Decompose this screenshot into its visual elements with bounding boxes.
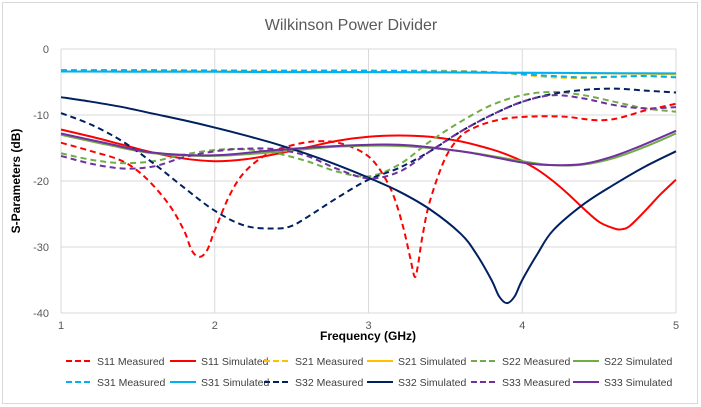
legend-label-s22-simulated: S22 Simulated bbox=[604, 356, 672, 368]
series-line-s32-measured bbox=[60, 87, 677, 230]
series-line-s31-simulated bbox=[60, 70, 677, 75]
y-axis-label: S-Parameters (dB) bbox=[9, 129, 23, 234]
series-line-s11-measured bbox=[60, 102, 677, 279]
legend-label-s32-simulated: S32 Simulated bbox=[398, 377, 466, 389]
y-tick-label: -40 bbox=[33, 308, 49, 320]
y-tick-labels: 0 -10 -20 -30 -40 bbox=[33, 44, 49, 320]
x-tick-label: 3 bbox=[365, 320, 371, 332]
legend-label-s33-measured: S33 Measured bbox=[502, 377, 570, 389]
series-line-s11-simulated bbox=[60, 128, 677, 231]
legend: S11 Measured S11 Simulated S21 Measured S21… bbox=[66, 356, 672, 389]
series-line-s33-simulated bbox=[60, 129, 677, 167]
series-line-s32-simulated bbox=[60, 96, 677, 305]
legend-label-s22-measured: S22 Measured bbox=[502, 356, 570, 368]
chart-title: Wilkinson Power Divider bbox=[265, 17, 438, 34]
y-tick-label: -10 bbox=[33, 110, 49, 122]
series-line-s33-measured bbox=[60, 94, 677, 180]
legend-label-s32-measured: S32 Measured bbox=[295, 377, 363, 389]
legend-label-s31-simulated: S31 Simulated bbox=[201, 377, 269, 389]
legend-label-s21-simulated: S21 Simulated bbox=[398, 356, 466, 368]
x-tick-label: 1 bbox=[58, 320, 64, 332]
x-tick-label: 4 bbox=[519, 320, 525, 332]
y-tick-label: -30 bbox=[33, 242, 49, 254]
legend-label-s21-measured: S21 Measured bbox=[295, 356, 363, 368]
series-line-s22-measured bbox=[60, 90, 677, 178]
grid bbox=[60, 48, 677, 314]
series-group bbox=[60, 69, 677, 305]
x-tick-labels: 1 2 3 4 5 bbox=[58, 320, 679, 332]
x-tick-label: 5 bbox=[673, 320, 679, 332]
y-tick-label: -20 bbox=[33, 176, 49, 188]
x-tick-label: 2 bbox=[212, 320, 218, 332]
legend-label-s33-simulated: S33 Simulated bbox=[604, 377, 672, 389]
legend-label-s11-simulated: S11 Simulated bbox=[201, 356, 269, 368]
legend-label-s31-measured: S31 Measured bbox=[97, 377, 165, 389]
x-axis-label: Frequency (GHz) bbox=[320, 329, 416, 343]
y-tick-label: 0 bbox=[43, 44, 49, 56]
legend-label-s11-measured: S11 Measured bbox=[97, 356, 165, 368]
